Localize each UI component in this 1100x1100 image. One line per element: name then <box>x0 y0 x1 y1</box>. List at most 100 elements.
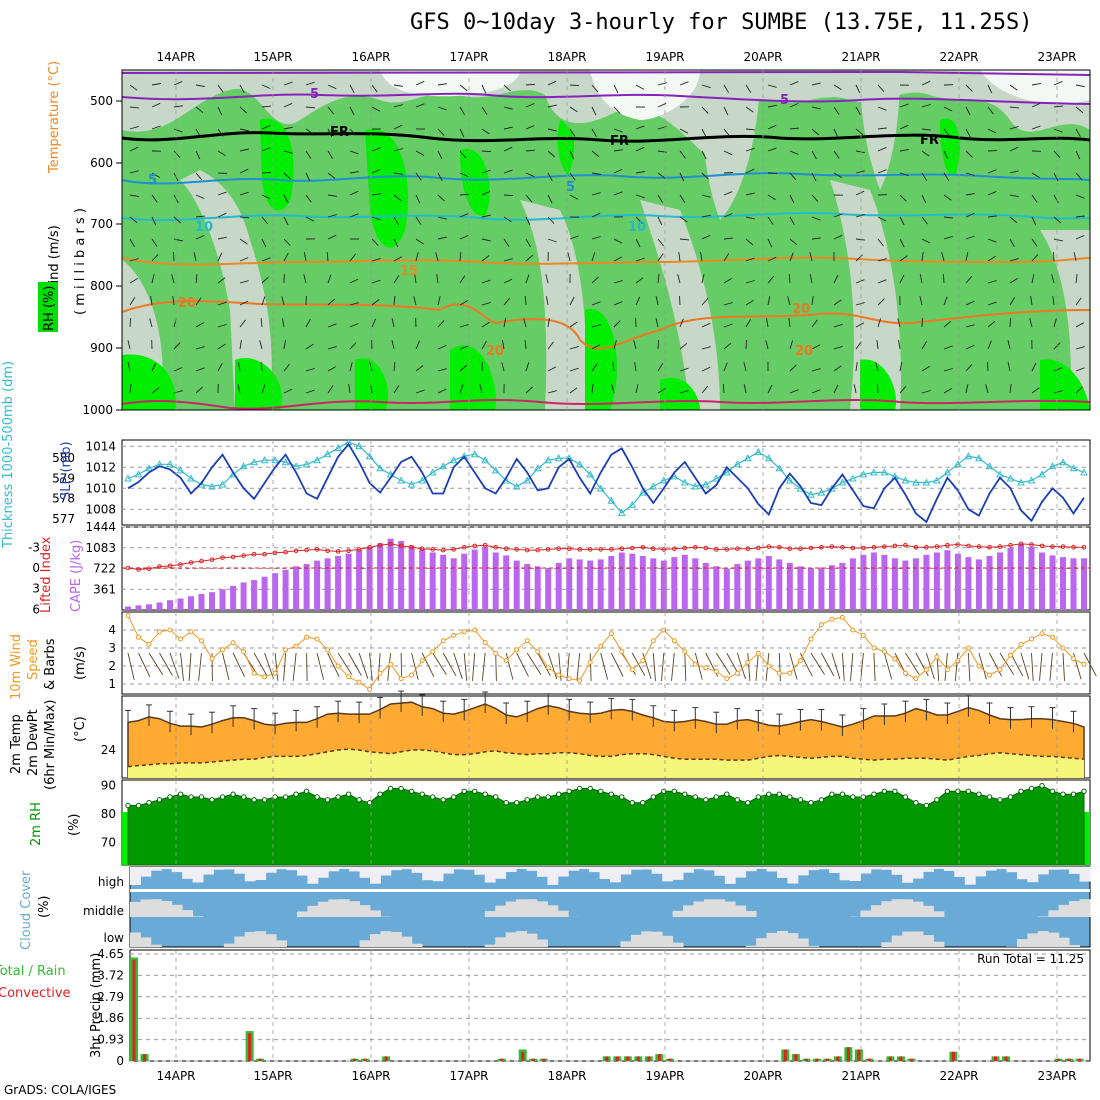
wind-tick-label: 4 <box>108 623 116 637</box>
rh2-marker <box>734 797 740 803</box>
thickness-marker <box>544 456 553 464</box>
wind10-barb <box>274 652 279 681</box>
wind-speed-marker <box>1008 652 1013 658</box>
li-marker <box>766 544 772 549</box>
upper-wind-barb <box>899 124 909 130</box>
cape-bar <box>860 554 867 610</box>
thickness-marker <box>722 468 731 476</box>
cloud-high-block <box>996 867 1007 870</box>
wind10-barb <box>715 652 731 675</box>
upper-wind-barb <box>327 366 337 372</box>
upper-wind-barb <box>129 84 138 91</box>
upper-wind-barb <box>547 366 557 372</box>
cloud-high-block <box>234 867 246 874</box>
cloud-low-block <box>891 935 903 947</box>
precip-conv-bar <box>888 1056 892 1061</box>
contour-line <box>122 92 1090 105</box>
cloud-low-block <box>1037 931 1049 947</box>
rh2-marker <box>503 800 509 806</box>
upper-wind-barb <box>811 150 817 160</box>
upper-wind-barb <box>569 387 578 394</box>
upper-wind-barb <box>833 213 843 218</box>
upper-wind-barb <box>393 238 399 248</box>
upper-wind-barb <box>371 257 381 262</box>
upper-wind-barb <box>613 191 623 196</box>
cape-bar <box>261 576 268 610</box>
upper-wind-barb <box>613 238 623 244</box>
cape-bar <box>408 545 415 610</box>
upper-wind-barb <box>151 387 160 394</box>
upper-wind-barb <box>1009 146 1019 152</box>
upper-wind-barb <box>569 345 579 350</box>
upper-wind-barb <box>877 279 887 284</box>
precip-conv-bar <box>825 1058 829 1061</box>
wind-speed-marker <box>167 627 173 633</box>
thickness-marker <box>491 466 500 474</box>
cape-bar <box>482 546 489 610</box>
upper-wind-barb <box>327 323 337 328</box>
cape-bar <box>576 559 583 610</box>
wind-speed-marker <box>241 649 247 655</box>
cape-bar <box>944 550 951 610</box>
upper-wind-barb <box>415 194 421 204</box>
li-marker <box>262 551 267 557</box>
upper-wind-barb <box>723 253 730 262</box>
upper-wind-barb <box>437 368 447 372</box>
slp-tick-label: 1014 <box>85 439 116 453</box>
upper-wind-barb <box>743 384 747 394</box>
rh2-marker <box>881 788 888 794</box>
li-marker <box>524 547 530 553</box>
upper-wind-barb <box>459 251 462 262</box>
thickness-marker <box>176 466 185 474</box>
upper-wind-barb <box>305 216 315 222</box>
upper-wind-barb <box>129 125 139 130</box>
cloud-high-block <box>171 867 183 873</box>
upper-wind-barb <box>259 340 263 350</box>
cloud-high-block <box>161 867 173 870</box>
upper-wind-barb <box>921 252 924 262</box>
rh2-marker <box>514 800 520 806</box>
wind10-barb <box>954 652 959 681</box>
wind-label-2: Speed <box>26 639 41 680</box>
wind-speed-marker <box>892 656 898 662</box>
upper-wind-barb <box>305 150 312 159</box>
upper-wind-barb <box>327 172 336 179</box>
cloud-high-block <box>474 867 486 875</box>
cloud-mid-block <box>714 899 726 917</box>
upper-wind-barb <box>745 106 754 113</box>
upper-wind-barb <box>833 84 842 91</box>
upper-wind-barb <box>1031 216 1037 226</box>
cloud-low-block <box>140 937 152 947</box>
precip-tick-label: 4.65 <box>97 947 124 961</box>
thickness-marker <box>743 454 752 462</box>
upper-wind-barb <box>745 238 754 246</box>
upper-wind-barb <box>525 194 533 203</box>
li-marker <box>903 542 908 548</box>
wind-label-4: (m/s) <box>73 646 88 680</box>
wind-speed-marker <box>178 636 183 642</box>
upper-wind-barb <box>195 386 203 394</box>
wind-speed-marker <box>157 629 162 635</box>
upper-wind-barb <box>547 172 553 182</box>
rh-mid-region <box>122 88 1090 410</box>
upper-wind-barb <box>283 126 293 130</box>
cloud-high-block <box>756 867 767 869</box>
cloud-high-block <box>662 867 674 882</box>
cloud-high-block <box>255 867 267 880</box>
upper-wind-barb <box>591 172 601 175</box>
upper-wind-barb <box>965 324 975 328</box>
upper-wind-barb <box>503 169 513 174</box>
contour-label: FR <box>330 125 349 140</box>
thickness-tick-label: 579 <box>52 471 75 485</box>
cloud-mid-block <box>724 901 736 917</box>
cloud-mid-block <box>891 899 903 917</box>
wind-speed-marker <box>923 667 929 673</box>
upper-wind-barb <box>613 340 617 350</box>
li-marker <box>125 565 131 571</box>
upper-wind-barb <box>723 172 734 174</box>
cloud-low-block <box>1058 937 1070 947</box>
cloud-mid-block <box>505 901 517 917</box>
precip-conv-bar <box>353 1058 357 1061</box>
cloud-mid-block <box>745 911 757 917</box>
